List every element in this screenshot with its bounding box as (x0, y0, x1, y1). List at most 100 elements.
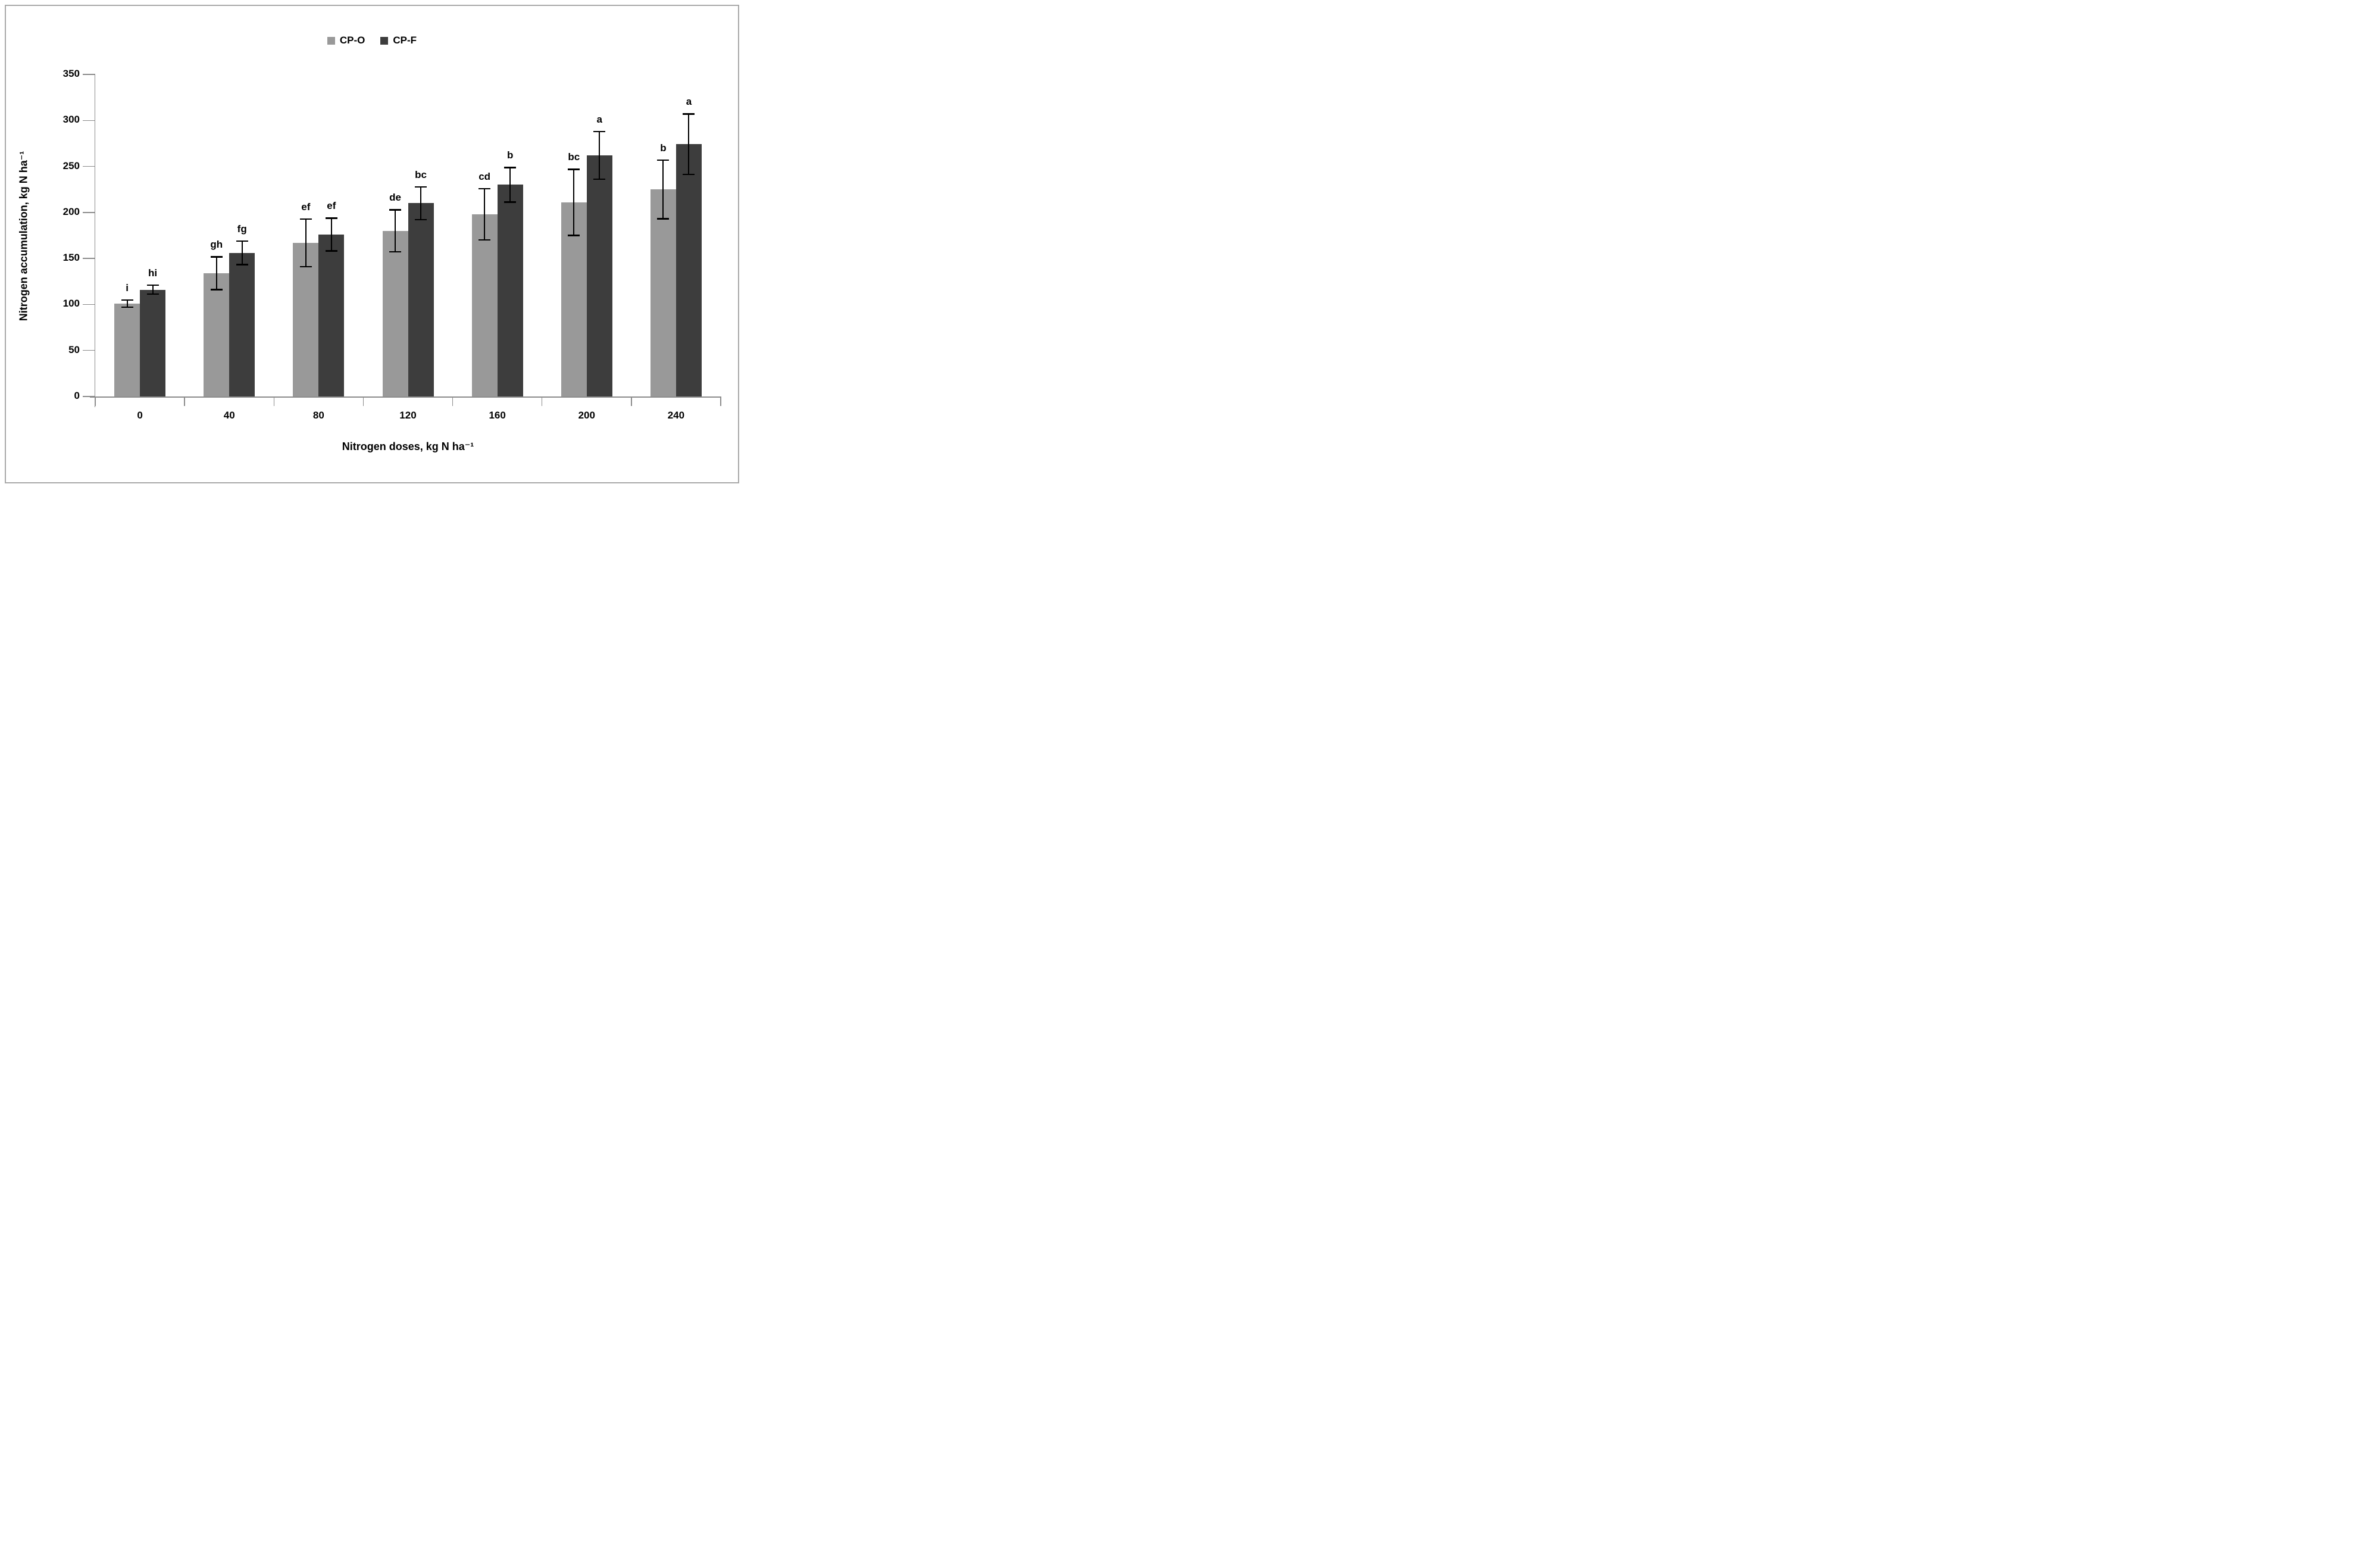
error-bar-cap-top (568, 168, 580, 170)
sig-letter: fg (237, 223, 247, 235)
error-bar-cap-top (478, 188, 491, 190)
error-bar-cap-bottom (210, 289, 223, 291)
bar-cp-f-240 (675, 144, 702, 396)
error-bar-line (126, 299, 128, 308)
x-tick-label: 80 (312, 410, 324, 421)
bar-cp-o-40 (204, 273, 230, 396)
error-bar-cap-top (210, 256, 223, 258)
bar-cp-f-0 (140, 289, 166, 396)
error-bar-cap-bottom (657, 218, 670, 220)
x-tick-mark (95, 396, 96, 406)
error-bar-cap-bottom (683, 173, 695, 176)
bar-cp-f-120 (408, 203, 434, 396)
x-tick-label: 160 (489, 410, 506, 421)
x-tick-mark (631, 396, 632, 406)
legend-label-cp-o: CP-O (339, 35, 365, 46)
error-bar-cap-top (236, 240, 248, 242)
bar-cp-f-160 (497, 185, 523, 396)
sig-letter: cd (478, 170, 491, 182)
sig-letter: a (596, 113, 603, 125)
error-bar-cap-bottom (478, 239, 491, 241)
error-bar-cap-bottom (121, 306, 133, 308)
x-tick-label: 40 (223, 410, 235, 421)
bar-cp-f-200 (586, 155, 612, 396)
y-tick-mark (83, 258, 95, 259)
error-bar-line (599, 131, 601, 180)
bar-cp-o-240 (650, 189, 676, 396)
x-tick-label: 240 (667, 410, 685, 421)
error-bar-line (662, 160, 664, 219)
y-tick-label: 300 (62, 114, 80, 126)
sig-letter: b (660, 142, 667, 154)
legend-item-cp-o: CP-O (327, 35, 365, 46)
error-bar-line (215, 257, 217, 290)
error-bar-cap-top (593, 130, 606, 133)
sig-letter: ef (327, 200, 336, 212)
x-tick-mark (720, 396, 721, 406)
sig-letter: ef (301, 201, 311, 213)
error-bar-cap-bottom (389, 251, 401, 253)
bar-cp-o-0 (114, 303, 140, 396)
error-bar-line (420, 186, 421, 220)
error-bar-cap-top (325, 217, 337, 219)
legend-swatch-cp-o (327, 36, 335, 45)
y-tick-mark (83, 74, 95, 75)
legend-swatch-cp-f (380, 36, 389, 45)
bar-cp-o-160 (471, 214, 498, 396)
error-bar-cap-bottom (236, 264, 248, 266)
y-tick-mark (83, 165, 95, 167)
bar-cp-o-80 (293, 242, 319, 396)
error-bar-line (688, 114, 690, 175)
legend: CP-O CP-F (6, 35, 738, 46)
error-bar-cap-bottom (415, 218, 427, 221)
bar-cp-o-120 (382, 230, 408, 396)
sig-letter: i (126, 282, 129, 293)
y-tick-label: 250 (62, 160, 80, 171)
x-tick-mark (273, 396, 275, 406)
y-tick-label: 350 (62, 68, 80, 79)
y-tick-label: 200 (62, 205, 80, 217)
error-bar-cap-bottom (593, 178, 606, 180)
y-tick-mark (83, 212, 95, 213)
error-bar-cap-top (657, 159, 670, 161)
error-bar-line (573, 169, 575, 236)
y-tick-mark (83, 349, 95, 351)
error-bar-cap-top (415, 186, 427, 188)
error-bar-line (509, 167, 511, 202)
error-bar-cap-bottom (568, 235, 580, 236)
error-bar-cap-bottom (504, 201, 517, 203)
page: CP-O CP-F Nitrogen accumulation, kg N ha… (0, 0, 2380, 488)
y-tick-mark (83, 304, 95, 305)
x-tick-label: 200 (578, 410, 595, 421)
y-axis-title: Nitrogen accumulation, kg N ha⁻¹ (17, 151, 30, 321)
error-bar-line (330, 218, 332, 251)
error-bar-cap-top (146, 284, 159, 286)
y-axis-line (94, 74, 95, 407)
legend-item-cp-f: CP-F (380, 35, 417, 46)
y-tick-label: 0 (74, 390, 80, 401)
y-tick-mark (83, 120, 95, 121)
error-bar-cap-bottom (146, 293, 159, 295)
bar-chart-figure: CP-O CP-F Nitrogen accumulation, kg N ha… (5, 5, 739, 483)
sig-letter: de (389, 192, 401, 204)
error-bar-cap-top (121, 299, 133, 301)
error-bar-line (305, 218, 307, 267)
error-bar-line (152, 285, 154, 295)
error-bar-line (241, 241, 243, 265)
x-tick-label: 120 (399, 410, 417, 421)
legend-label-cp-f: CP-F (393, 35, 417, 46)
sig-letter: bc (568, 151, 580, 163)
x-axis-title: Nitrogen doses, kg N ha⁻¹ (342, 441, 474, 452)
error-bar-cap-bottom (325, 250, 337, 252)
bar-cp-f-80 (318, 234, 345, 396)
x-tick-label: 0 (137, 410, 143, 421)
error-bar-cap-top (683, 113, 695, 115)
bar-cp-f-40 (229, 252, 255, 396)
error-bar-cap-top (389, 209, 401, 211)
sig-letter: b (506, 149, 514, 161)
sig-letter: hi (148, 267, 158, 279)
y-tick-label: 50 (68, 343, 80, 355)
x-axis-line (90, 396, 721, 398)
sig-letter: bc (415, 168, 427, 180)
x-tick-mark (362, 396, 364, 406)
